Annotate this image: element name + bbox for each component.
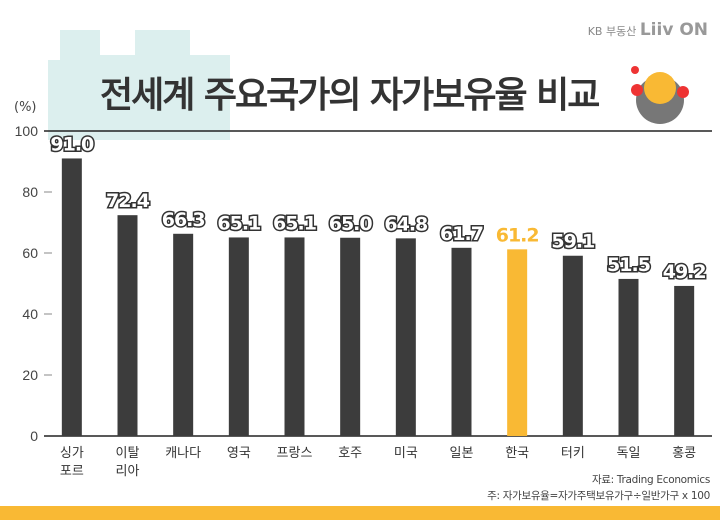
footer-bar [0, 506, 720, 520]
data-label: 49.2 [663, 261, 706, 283]
bar [395, 238, 416, 436]
x-tick-label: 독일 [617, 446, 641, 461]
y-tick-label: 20 [22, 367, 38, 383]
data-label: 59.1 [551, 231, 594, 253]
bar [284, 237, 305, 436]
y-tick-label: 40 [22, 306, 38, 322]
brand-small: KB 부동산 [587, 25, 637, 38]
x-tick-label: 싱가 [60, 446, 84, 461]
x-tick-label: 포르 [60, 464, 84, 479]
y-tick-label: 100 [15, 123, 39, 139]
data-label: 65.1 [217, 212, 260, 234]
bar [61, 158, 82, 436]
mascot-icon [631, 66, 689, 124]
y-axis-unit: (%) [14, 100, 37, 115]
bar [507, 249, 528, 436]
bar [173, 233, 194, 436]
data-label: 91.0 [50, 133, 94, 155]
page-title: 전세계 주요국가의 자가보유율 비교 [100, 75, 600, 116]
y-tick-label: 80 [22, 184, 38, 200]
y-tick-label: 60 [22, 245, 38, 261]
x-tick-label: 캐나다 [165, 446, 201, 461]
data-label: 64.8 [384, 213, 428, 235]
x-tick-label: 호주 [338, 446, 362, 461]
bar [562, 255, 583, 436]
note-text: 주: 자가보유율=자가주택보유가구÷일반가구 x 100 [487, 490, 710, 502]
bar [674, 285, 695, 436]
x-tick-label: 터키 [561, 446, 585, 461]
data-label: 65.1 [273, 212, 316, 234]
x-tick-label: 프랑스 [277, 446, 313, 461]
brand-logo: KB 부동산 Liiv ON [588, 20, 708, 40]
bar [451, 247, 472, 436]
x-tick-label: 미국 [394, 446, 418, 461]
data-label: 61.7 [440, 223, 483, 245]
data-label: 61.2 [496, 224, 539, 246]
bar [228, 237, 249, 436]
x-tick-label: 홍콩 [672, 446, 696, 461]
data-label: 51.5 [607, 254, 650, 276]
bar [340, 237, 361, 436]
data-label: 72.4 [106, 190, 150, 212]
x-tick-label: 이탈 [116, 446, 140, 461]
x-tick-label: 영국 [227, 446, 251, 461]
x-tick-label: 리아 [116, 464, 140, 479]
data-label: 65.0 [329, 213, 373, 235]
x-tick-label: 일본 [450, 446, 474, 461]
bar [618, 278, 639, 436]
y-tick-label: 0 [30, 428, 38, 444]
source-text: 자료: Trading Economics [591, 474, 710, 486]
buildings-illustration [48, 30, 230, 140]
x-tick-label: 한국 [505, 446, 529, 461]
brand-big: Liiv ON [639, 20, 708, 40]
bar [117, 215, 138, 436]
data-label: 66.3 [162, 209, 205, 231]
